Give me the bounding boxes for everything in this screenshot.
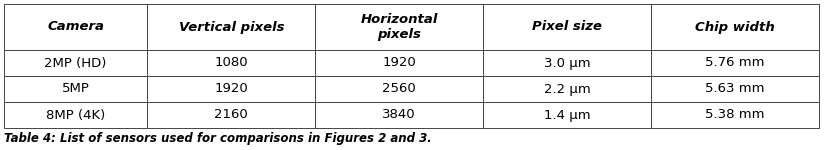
Text: 2.2 μm: 2.2 μm bbox=[543, 82, 590, 96]
Text: 1080: 1080 bbox=[214, 57, 248, 69]
Text: 2560: 2560 bbox=[382, 82, 416, 96]
Bar bbox=[4, 76, 147, 102]
Bar bbox=[651, 102, 819, 128]
Bar bbox=[147, 76, 315, 102]
Text: Table 4: List of sensors used for comparisons in Figures 2 and 3.: Table 4: List of sensors used for compar… bbox=[4, 132, 432, 145]
Bar bbox=[483, 50, 651, 76]
Bar bbox=[315, 4, 483, 50]
Bar bbox=[4, 102, 147, 128]
Bar bbox=[147, 4, 315, 50]
Bar bbox=[315, 102, 483, 128]
Bar bbox=[651, 76, 819, 102]
Bar bbox=[315, 76, 483, 102]
Text: 5MP: 5MP bbox=[62, 82, 89, 96]
Bar bbox=[483, 4, 651, 50]
Bar bbox=[483, 76, 651, 102]
Text: Horizontal
pixels: Horizontal pixels bbox=[361, 13, 437, 41]
Bar bbox=[651, 4, 819, 50]
Text: 5.76 mm: 5.76 mm bbox=[705, 57, 765, 69]
Text: Chip width: Chip width bbox=[695, 21, 775, 33]
Text: Pixel size: Pixel size bbox=[532, 21, 602, 33]
Text: 3.0 μm: 3.0 μm bbox=[543, 57, 590, 69]
Text: 8MP (4K): 8MP (4K) bbox=[46, 108, 105, 122]
Text: 2160: 2160 bbox=[214, 108, 248, 122]
Bar bbox=[315, 50, 483, 76]
Text: 1.4 μm: 1.4 μm bbox=[543, 108, 590, 122]
Text: Camera: Camera bbox=[47, 21, 104, 33]
Text: 1920: 1920 bbox=[382, 57, 416, 69]
Text: 3840: 3840 bbox=[382, 108, 416, 122]
Bar bbox=[147, 102, 315, 128]
Text: 5.63 mm: 5.63 mm bbox=[705, 82, 765, 96]
Bar bbox=[147, 50, 315, 76]
Bar bbox=[4, 4, 147, 50]
Text: Vertical pixels: Vertical pixels bbox=[179, 21, 284, 33]
Bar bbox=[651, 50, 819, 76]
Text: 2MP (HD): 2MP (HD) bbox=[45, 57, 107, 69]
Bar bbox=[483, 102, 651, 128]
Text: 1920: 1920 bbox=[214, 82, 248, 96]
Bar bbox=[4, 50, 147, 76]
Text: 5.38 mm: 5.38 mm bbox=[705, 108, 765, 122]
